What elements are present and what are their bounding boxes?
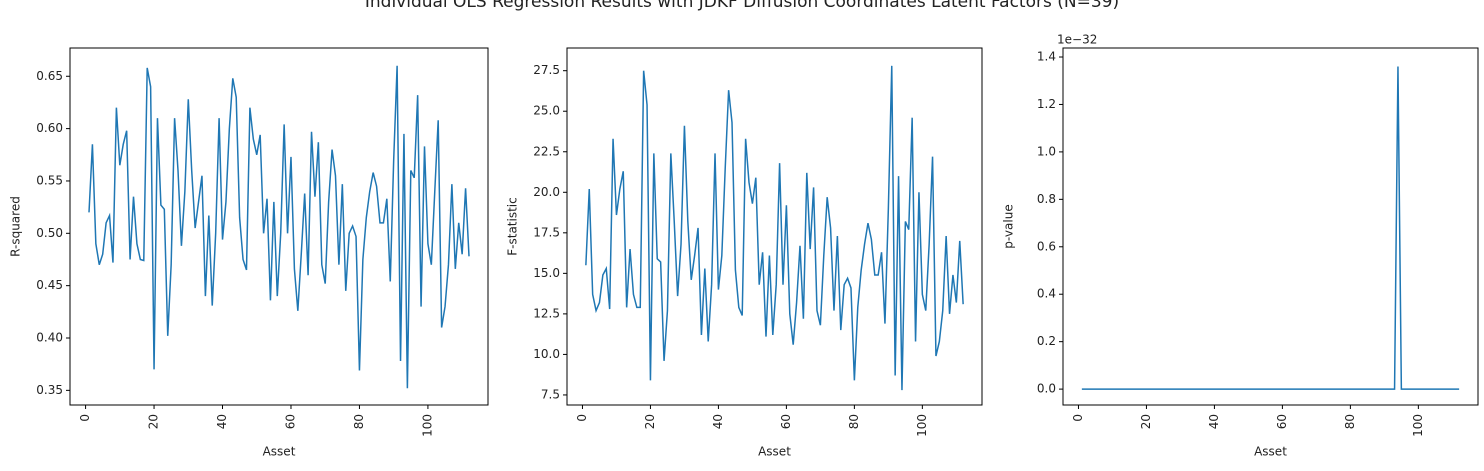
y-tick-label: 1.0	[1037, 144, 1056, 158]
figure-title: Individual OLS Regression Results with J…	[365, 0, 1119, 12]
y-tick-label: 0.0	[1037, 382, 1056, 396]
x-axis-label: Asset	[1254, 445, 1287, 459]
x-tick-label: 100	[420, 414, 434, 437]
x-tick-label: 40	[215, 414, 229, 429]
x-tick-label: 60	[1275, 414, 1289, 429]
x-axis-label: Asset	[758, 445, 791, 459]
x-tick-label: 0	[575, 414, 589, 422]
axes-frame	[1062, 47, 1479, 406]
y-tick-label: 7.5	[541, 387, 560, 401]
x-tick-label: 100	[915, 414, 929, 437]
axes-frame	[566, 47, 983, 406]
y-tick-label: 0.65	[36, 69, 63, 83]
y-tick-label: 10.0	[533, 347, 560, 361]
x-axis-label: Asset	[263, 445, 296, 459]
x-tick-label: 20	[643, 414, 657, 429]
y-axis-label: p-value	[1002, 204, 1016, 248]
x-tick-label: 80	[847, 414, 861, 429]
y-tick-label: 1.2	[1037, 97, 1056, 111]
x-tick-label: 20	[1139, 414, 1153, 429]
y-tick-label: 12.5	[533, 306, 560, 320]
y-tick-label: 0.60	[36, 121, 63, 135]
x-tick-label: 40	[711, 414, 725, 429]
data-line	[88, 65, 470, 389]
x-tick-label: 0	[1071, 414, 1085, 422]
x-tick-label: 0	[78, 414, 92, 422]
x-tick-label: 60	[779, 414, 793, 429]
data-line	[585, 65, 964, 391]
y-tick-label: 1.4	[1037, 50, 1056, 64]
x-tick-label: 20	[147, 414, 161, 429]
y-tick-label: 0.50	[36, 226, 63, 240]
y-tick-label: 0.40	[36, 330, 63, 344]
y-offset-label: 1e−32	[1057, 33, 1097, 47]
y-tick-label: 0.45	[36, 278, 63, 292]
y-tick-label: 0.35	[36, 383, 63, 397]
y-tick-label: 0.8	[1037, 192, 1056, 206]
y-tick-label: 0.2	[1037, 334, 1056, 348]
y-tick-label: 0.4	[1037, 287, 1056, 301]
y-tick-label: 25.0	[533, 104, 560, 118]
y-axis-label: R-squared	[9, 196, 23, 257]
y-tick-label: 15.0	[533, 266, 560, 280]
y-tick-label: 20.0	[533, 185, 560, 199]
y-tick-label: 22.5	[533, 144, 560, 158]
y-tick-label: 17.5	[533, 225, 560, 239]
y-tick-label: 0.6	[1037, 239, 1056, 253]
data-line	[1081, 66, 1460, 390]
x-tick-label: 40	[1207, 414, 1221, 429]
y-tick-label: 27.5	[533, 63, 560, 77]
y-tick-label: 0.55	[36, 173, 63, 187]
x-tick-label: 80	[1343, 414, 1357, 429]
x-tick-label: 80	[352, 414, 366, 429]
y-axis-label: F-statistic	[506, 197, 520, 255]
x-tick-label: 100	[1411, 414, 1425, 437]
axes-frame	[69, 47, 489, 406]
x-tick-label: 60	[283, 414, 297, 429]
